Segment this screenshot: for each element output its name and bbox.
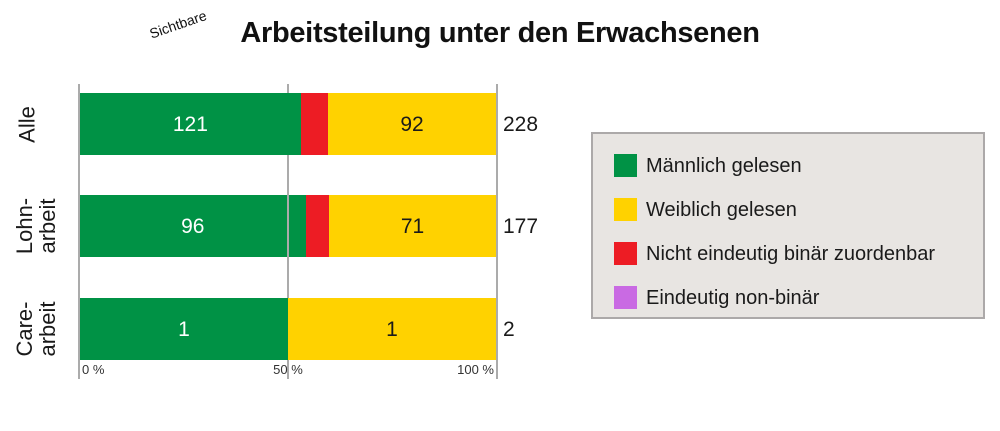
segment-value-label: 71 bbox=[400, 214, 425, 238]
segment-m-nnlich-gelesen: 1 bbox=[80, 298, 288, 360]
gridline-100pct bbox=[496, 84, 498, 379]
legend-item-label: Weiblich gelesen bbox=[646, 198, 797, 221]
category-label-care-arbeit: Care- arbeit bbox=[12, 301, 60, 357]
page-title: Arbeitsteilung unter den Erwachsenen bbox=[240, 17, 760, 49]
segment-m-nnlich-gelesen: 96 bbox=[80, 195, 306, 257]
legend-item-nicht-eindeutig-bin-r-zuordenbar: Nicht eindeutig binär zuordenbar bbox=[614, 242, 983, 265]
legend-item-label: Männlich gelesen bbox=[646, 154, 802, 177]
segment-value-label: 96 bbox=[181, 214, 205, 238]
legend-item-label: Eindeutig non-binär bbox=[646, 286, 820, 309]
bar-row-lohn-arbeit: 96 71 bbox=[80, 195, 496, 257]
total-label-lohn-arbeit: 177 bbox=[503, 215, 539, 238]
x-tick-label-100pct: 100 % bbox=[457, 362, 494, 377]
segment-value-label: 1 bbox=[386, 317, 398, 341]
segment-value-label: 1 bbox=[178, 317, 190, 341]
legend-item-eindeutig-non-bin-r: Eindeutig non-binär bbox=[614, 286, 983, 309]
category-label-lohn-arbeit: Lohn- arbeit bbox=[12, 197, 60, 255]
segment-value-label: 121 bbox=[172, 112, 208, 136]
legend-item-label: Nicht eindeutig binär zuordenbar bbox=[646, 242, 936, 265]
total-label-alle: 228 bbox=[503, 113, 539, 136]
category-label-alle: Alle bbox=[14, 105, 40, 143]
total-label-care-arbeit: 2 bbox=[503, 318, 515, 341]
gridline-overlay-50pct bbox=[287, 195, 289, 257]
segment-m-nnlich-gelesen: 121 bbox=[80, 93, 301, 155]
legend-swatch-nicht_eindeutig-icon bbox=[614, 242, 637, 265]
segment-weiblich-gelesen: 92 bbox=[328, 93, 496, 155]
bar-row-alle: 121 92 bbox=[80, 93, 496, 155]
segment-nicht-eindeutig-bin-r-zuordenbar bbox=[305, 195, 330, 257]
segment-value-label: 92 bbox=[400, 112, 424, 136]
gridline-0pct bbox=[78, 84, 80, 379]
legend-item-m-nnlich-gelesen: Männlich gelesen bbox=[614, 154, 983, 177]
segment-weiblich-gelesen: 1 bbox=[288, 298, 496, 360]
legend-swatch-weiblich-icon bbox=[614, 198, 637, 221]
segment-nicht-eindeutig-bin-r-zuordenbar bbox=[300, 93, 329, 155]
legend-item-weiblich-gelesen: Weiblich gelesen bbox=[614, 198, 983, 221]
x-tick-label-50pct: 50 % bbox=[273, 362, 303, 377]
segment-weiblich-gelesen: 71 bbox=[329, 195, 496, 257]
legend: Männlich gelesen Weiblich gelesen Nicht ei… bbox=[591, 132, 985, 319]
legend-swatch-non_binaer-icon bbox=[614, 286, 637, 309]
legend-swatch-maennlich-icon bbox=[614, 154, 637, 177]
x-tick-label-0pct: 0 % bbox=[82, 362, 105, 377]
